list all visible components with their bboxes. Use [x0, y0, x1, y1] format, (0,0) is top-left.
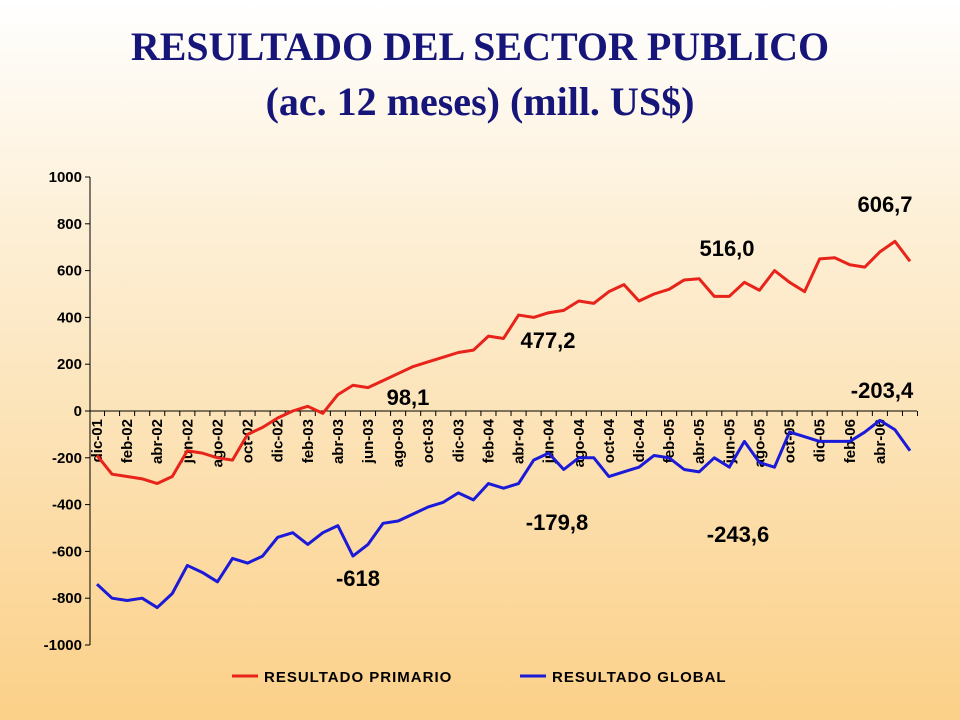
x-tick-label: abr-02	[149, 419, 166, 464]
x-tick-label: oct-03	[420, 419, 437, 463]
y-tick-label: -1000	[44, 637, 82, 654]
x-tick-label: feb-04	[480, 418, 497, 463]
x-tick-label: abr-03	[330, 419, 347, 464]
x-tick-label: abr-05	[691, 419, 708, 464]
x-tick-label: oct-05	[782, 419, 799, 463]
annotation: -243,6	[707, 522, 769, 547]
x-tick-label: feb-05	[661, 419, 678, 463]
annotation: 606,7	[857, 192, 912, 217]
chart-title: RESULTADO DEL SECTOR PUBLICO	[131, 24, 829, 69]
x-tick-label: jun-03	[360, 419, 377, 464]
series-line	[95, 418, 912, 610]
x-tick-label: jun-05	[721, 419, 738, 464]
chart-subtitle: (ac. 12 meses) (mill. US$)	[266, 79, 695, 124]
y-tick-label: -200	[52, 450, 82, 467]
y-tick-label: 1000	[49, 169, 82, 186]
y-tick-label: -800	[52, 590, 82, 607]
x-tick-label: ago-03	[390, 419, 407, 467]
y-tick-label: -600	[52, 543, 82, 560]
y-tick-label: 200	[57, 356, 82, 373]
annotation: 98,1	[387, 385, 430, 410]
x-tick-label: dic-04	[631, 418, 648, 462]
y-tick-label: 0	[74, 403, 82, 420]
x-tick-label: ago-05	[751, 419, 768, 467]
x-tick-label: dic-02	[270, 419, 287, 462]
x-tick-label: ago-04	[571, 418, 588, 467]
annotation: 516,0	[699, 236, 754, 261]
annotation: 477,2	[520, 328, 575, 353]
y-tick-label: 600	[57, 263, 82, 280]
x-tick-label: dic-03	[450, 419, 467, 462]
series-line	[95, 239, 912, 486]
annotation: -179,8	[526, 510, 588, 535]
x-tick-label: feb-03	[300, 419, 317, 463]
y-tick-label: -400	[52, 497, 82, 514]
x-tick-label: oct-04	[601, 418, 618, 463]
x-tick-label: feb-02	[119, 419, 136, 463]
x-tick-label: jun-04	[541, 418, 558, 464]
legend-label: RESULTADO GLOBAL	[552, 669, 727, 686]
annotation: -618	[336, 566, 380, 591]
legend-label: RESULTADO PRIMARIO	[264, 669, 452, 686]
y-tick-label: 400	[57, 309, 82, 326]
x-tick-label: dic-01	[89, 419, 106, 462]
x-tick-label: abr-04	[511, 418, 528, 464]
x-tick-label: oct-02	[240, 419, 257, 463]
x-tick-label: abr-06	[872, 419, 889, 464]
annotation: -203,4	[851, 378, 914, 403]
y-tick-label: 800	[57, 216, 82, 233]
